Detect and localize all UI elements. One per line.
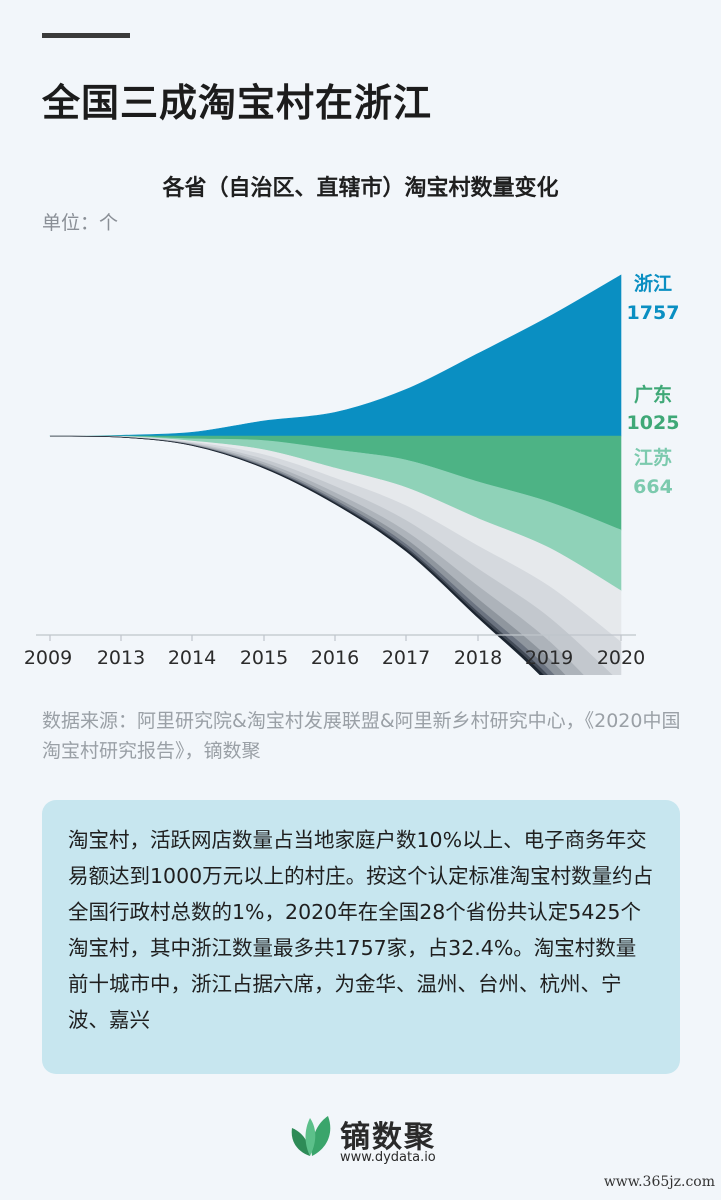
stream-bands (49, 274, 622, 675)
source-note: 数据来源：阿里研究院&淘宝村发展联盟&阿里新乡村研究中心，《2020中国淘宝村研… (42, 710, 681, 762)
series-label-value: 1025 (627, 412, 680, 434)
watermark: www.365jz.com (603, 1174, 715, 1190)
x-tick-label: 2014 (168, 647, 216, 669)
note-box: 淘宝村，活跃网店数量占当地家庭户数10%以上、电子商务年交易额达到1000万元以… (42, 800, 680, 1074)
series-label-name: 广东 (634, 383, 672, 406)
x-tick-label: 2017 (382, 647, 430, 669)
series-label-value: 664 (633, 476, 673, 498)
band-other-10 (49, 435, 544, 675)
leaf-logo-icon (291, 1116, 331, 1156)
series-label-name: 江苏 (634, 446, 672, 469)
x-tick-label: 2019 (525, 647, 573, 669)
chart-title: 各省（自治区、直辖市）淘宝村数量变化 (162, 176, 559, 201)
headline: 全国三成淘宝村在浙江 (42, 81, 433, 125)
x-tick-label: 2015 (240, 647, 288, 669)
x-tick-label: 2013 (97, 647, 145, 669)
x-tick-label: 2016 (311, 647, 359, 669)
note-text: 淘宝村，活跃网店数量占当地家庭户数10%以上、电子商务年交易额达到1000万元以… (68, 828, 654, 1032)
streamgraph-chart: 2009 2013 2014 2015 2016 2017 2018 2019 2020 浙江 17… (24, 272, 680, 675)
unit-label: 单位：个 (42, 212, 119, 234)
series-label-name: 浙江 (634, 272, 672, 295)
band-浙江 (49, 274, 622, 437)
series-label-value: 1757 (627, 302, 680, 324)
x-tick-label: 2018 (454, 647, 502, 669)
x-tick-label: 2009 (24, 647, 72, 669)
brand-name: 镝数聚 (340, 1120, 436, 1155)
top-rule (42, 33, 130, 38)
x-tick-label: 2020 (597, 647, 645, 669)
brand-url: www.dydata.io (340, 1150, 436, 1165)
